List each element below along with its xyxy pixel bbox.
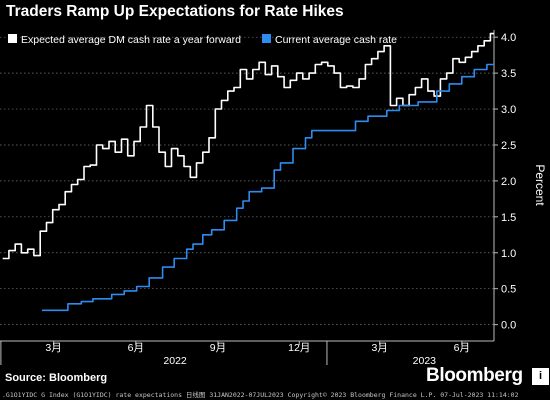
series-lines	[2, 32, 494, 312]
year-label: 2022	[163, 355, 187, 367]
source-label: Source: Bloomberg	[5, 372, 108, 384]
x-tick-label: 6月	[454, 342, 470, 354]
y-tick-label: 0.0	[501, 320, 516, 332]
series-line-2	[42, 63, 494, 312]
x-tick-label: 12月	[288, 342, 310, 354]
info-icon[interactable]: i	[532, 368, 549, 385]
y-tick-label: 4.0	[501, 32, 516, 44]
year-label: 2023	[413, 355, 437, 367]
x-tick-label: 6月	[128, 342, 144, 354]
y-tick-label: 1.0	[501, 248, 516, 260]
y-tick-label: 3.5	[501, 68, 516, 80]
x-tick-label: 9月	[210, 342, 226, 354]
grid-lines	[0, 36, 494, 325]
legend-swatch-2	[262, 34, 271, 43]
series-line-1	[2, 32, 494, 260]
x-tick-label: 3月	[45, 342, 61, 354]
y-tick-label: 0.5	[501, 284, 516, 296]
footer-caption: .G1O1YIDC G Index (G1O1YIDC) rate expect…	[2, 391, 519, 399]
x-tick-label: 3月	[371, 342, 387, 354]
y-tick-label: 2.0	[501, 176, 516, 188]
axes: 0.0 0.5 1.0 1.5 2.0 2.5 3.0 3.5 4.0 3月 6月 9月 12月 3月 6月…	[0, 30, 516, 367]
y-tick-label: 1.5	[501, 212, 516, 224]
y-tick-label: 3.0	[501, 104, 516, 116]
y-tick-label: 2.5	[501, 140, 516, 152]
legend-label-1: Expected average DM cash rate a year for…	[21, 34, 241, 46]
legend-label-2: Current average cash rate	[275, 34, 397, 46]
y-axis-label: Percent	[533, 164, 547, 206]
legend-swatch-1	[8, 34, 17, 43]
bloomberg-logo: Bloomberg	[426, 365, 523, 386]
chart-title: Traders Ramp Up Expectations for Rate Hi…	[6, 3, 344, 20]
legend: Expected average DM cash rate a year for…	[8, 34, 397, 46]
